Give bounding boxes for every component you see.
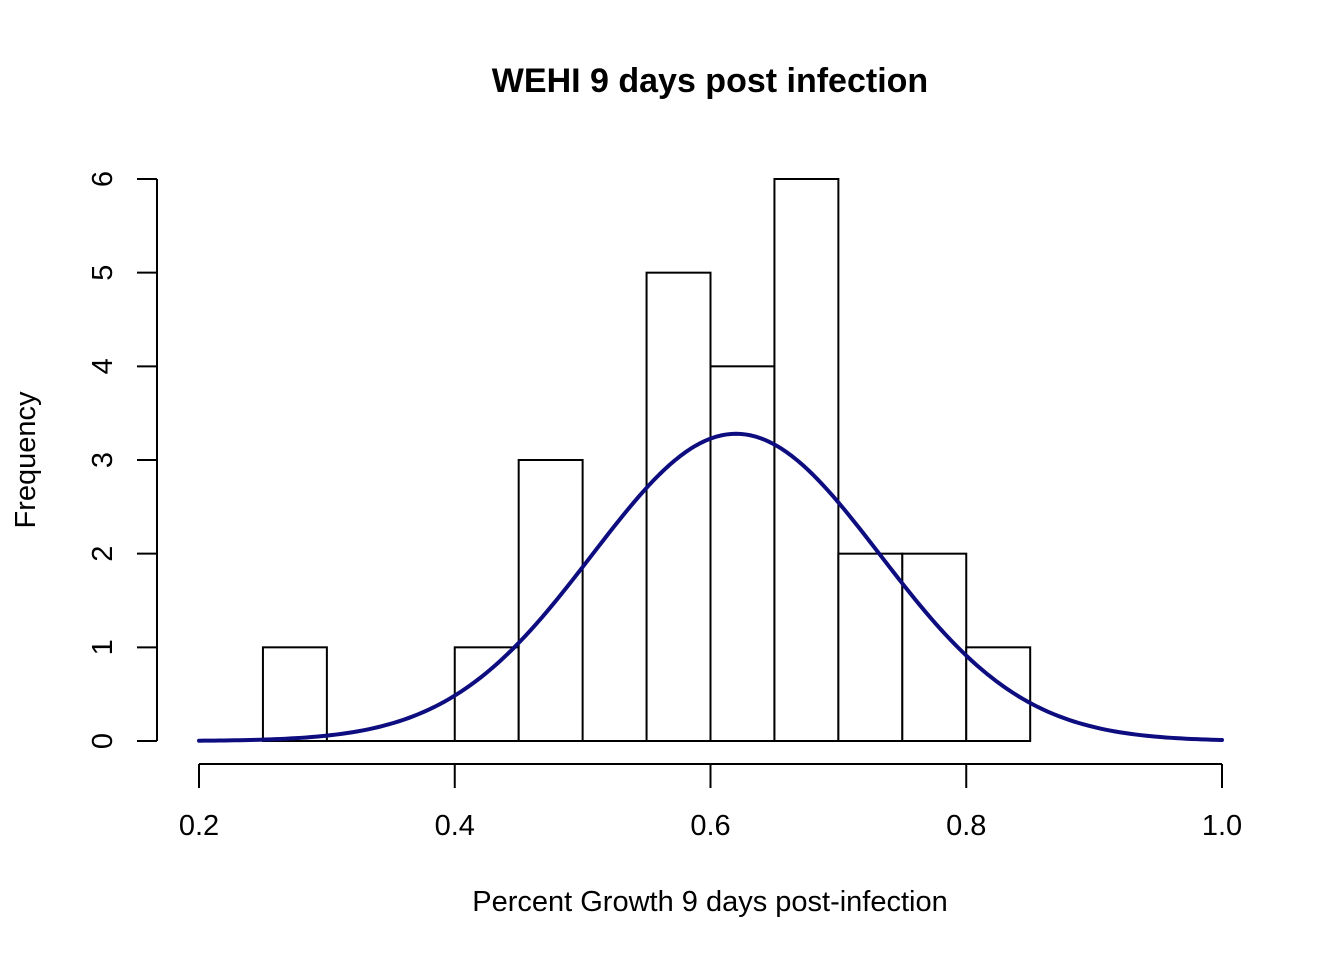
x-tick-label: 1.0 [1202, 810, 1242, 842]
histogram-bar [773, 178, 840, 742]
histogram-bar [837, 552, 904, 743]
y-tick-label: 0 [87, 733, 119, 749]
y-tick-label: 5 [87, 265, 119, 281]
y-axis-label: Frequency [10, 391, 42, 529]
x-tick-label: 0.2 [179, 810, 219, 842]
x-axis: 0.2 0.4 0.6 0.8 1.0 [179, 763, 1242, 842]
x-tick-label: 0.8 [946, 810, 986, 842]
x-tick-label: 0.6 [690, 810, 730, 842]
y-tick-label: 4 [87, 358, 119, 374]
y-tick-label: 6 [87, 171, 119, 187]
histogram-bar [261, 646, 328, 742]
chart-title: WEHI 9 days post infection [492, 62, 928, 100]
histogram-bar [453, 646, 520, 742]
y-tick-label: 1 [87, 639, 119, 655]
y-tick-label: 3 [87, 452, 119, 468]
histogram-bar [709, 365, 776, 742]
histogram-bars [261, 178, 1032, 743]
histogram-bar [965, 646, 1032, 742]
density-curve [197, 431, 1224, 743]
histogram-bar [517, 459, 584, 742]
x-tick-label: 0.4 [435, 810, 475, 842]
x-axis-label: Percent Growth 9 days post-infection [472, 886, 948, 918]
y-axis: 0 1 2 3 4 5 6 [87, 171, 158, 749]
y-tick-label: 2 [87, 546, 119, 562]
histogram-bar [645, 271, 712, 742]
